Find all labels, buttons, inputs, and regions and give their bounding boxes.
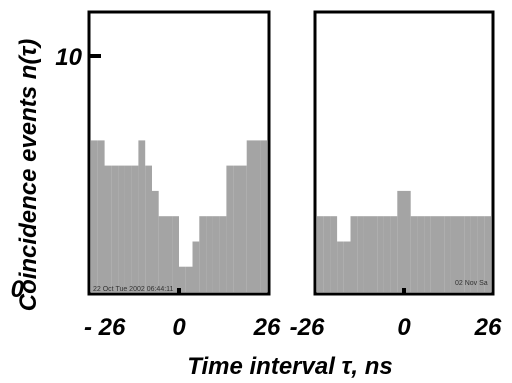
left-histogram-bar	[192, 241, 200, 292]
right-histogram-bar	[444, 216, 451, 292]
right-histogram-bar	[484, 216, 491, 292]
right-histogram-bar	[350, 216, 358, 292]
right-histogram-bar	[404, 190, 411, 292]
right-timestamp: 02 Nov Sa	[455, 280, 488, 287]
right-histogram-bar	[450, 216, 458, 292]
right-histogram-bar	[377, 216, 384, 292]
right-histogram-bar	[343, 241, 351, 292]
left-histogram-bar	[172, 216, 179, 292]
right-x-tick-label-26: 26	[474, 314, 502, 341]
y-axis-title: Coincidence events n(τ)	[15, 39, 42, 312]
left-x-tick-label-minus26: - 26	[84, 314, 126, 341]
left-histogram-bar	[104, 165, 112, 292]
left-histogram-bar	[165, 216, 173, 292]
left-x-tick-label-26: 26	[253, 314, 281, 341]
left-histogram-bar	[246, 140, 254, 292]
right-histogram-bar	[457, 216, 465, 292]
right-histogram-bar	[410, 216, 418, 292]
left-panel: 22 Oct Tue 2002 06:44:11	[87, 10, 271, 296]
right-histogram-bar	[437, 216, 445, 292]
right-histogram-bar	[330, 216, 338, 292]
right-histogram-bar	[477, 216, 485, 292]
left-histogram-bar	[118, 165, 125, 292]
left-histogram-bar	[158, 216, 166, 292]
y-tick-label-0: 0	[11, 276, 25, 303]
left-histogram-bar	[111, 165, 119, 292]
left-histogram-bar	[179, 266, 186, 292]
left-histogram-bar	[212, 216, 220, 292]
left-histogram-bar	[91, 140, 98, 292]
left-histogram-bar	[131, 165, 139, 292]
left-histogram-bar	[233, 165, 240, 292]
right-histogram-bar	[470, 216, 478, 292]
left-histogram-bar	[253, 140, 261, 292]
right-histogram-bar	[464, 216, 471, 292]
right-x-tick-label-minus26: -26	[290, 314, 325, 341]
right-histogram-bar	[397, 190, 404, 292]
left-histogram-bar	[219, 216, 227, 292]
right-histogram-bar	[317, 216, 324, 292]
left-histogram-bar	[138, 140, 146, 292]
right-histogram-bar	[370, 216, 378, 292]
right-histogram-bar	[363, 216, 371, 292]
right-bars	[317, 190, 491, 292]
right-histogram-bar	[383, 216, 391, 292]
left-histogram-bar	[97, 140, 105, 292]
right-histogram-bar	[390, 216, 398, 292]
left-histogram-bar	[124, 165, 132, 292]
left-histogram-bar	[185, 266, 193, 292]
right-histogram-bar	[424, 216, 431, 292]
x-axis-title: Time interval τ, ns	[187, 353, 392, 380]
right-histogram-bar	[430, 216, 438, 292]
left-x-tick-label-0: 0	[172, 314, 186, 341]
y-tick-label-10: 10	[55, 44, 82, 71]
left-histogram-bar	[206, 216, 213, 292]
right-histogram-bar	[323, 216, 331, 292]
left-bars	[91, 140, 267, 292]
left-timestamp: 22 Oct Tue 2002 06:44:11	[93, 286, 174, 293]
right-panel: 02 Nov Sa	[313, 10, 495, 296]
left-histogram-bar	[226, 165, 234, 292]
left-histogram-bar	[199, 216, 207, 292]
left-histogram-bar	[151, 190, 159, 292]
right-histogram-bar	[417, 216, 425, 292]
left-histogram-bar	[145, 165, 152, 292]
right-x-tick-label-0: 0	[397, 314, 411, 341]
left-histogram-bar	[239, 165, 247, 292]
left-histogram-bar	[260, 140, 267, 292]
right-histogram-bar	[337, 241, 344, 292]
right-histogram-bar	[357, 216, 364, 292]
